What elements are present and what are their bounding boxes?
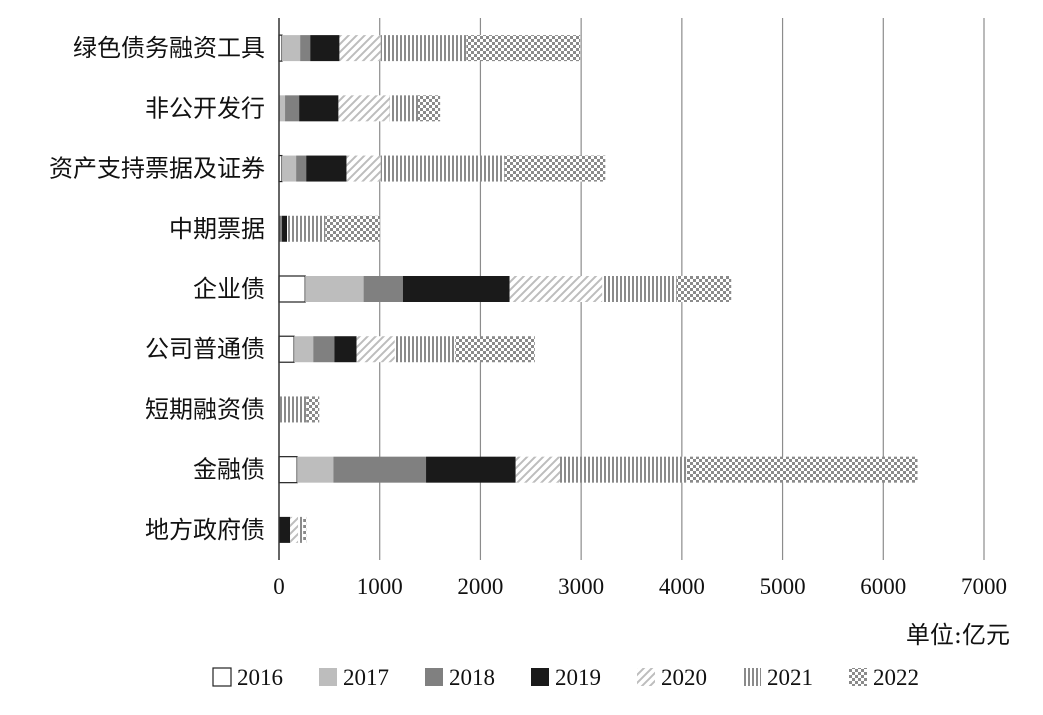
legend-label: 2017 [343,665,389,690]
category-label: 资产支持票据及证券 [49,155,265,183]
bar-segment [279,516,291,543]
x-tick-label: 5000 [760,574,806,599]
bar-segment [306,155,347,182]
legend-label: 2016 [237,665,283,690]
legend-swatch [531,668,549,686]
category-label: 非公开发行 [145,94,265,122]
category-label: 绿色债务融资工具 [73,34,265,62]
legend-label: 2020 [661,665,707,690]
bar-segment [300,35,311,62]
category-label: 金融债 [193,456,265,484]
bar-segment [466,35,581,62]
legend-swatch [319,668,337,686]
bar-segment [339,35,381,62]
bar-segment [455,336,535,363]
bar-segment [417,95,441,122]
bar-segment [559,456,687,483]
legend-label: 2018 [449,665,495,690]
bar-segment [356,336,395,363]
bar-segment [676,276,732,302]
x-tick-label: 4000 [659,574,705,599]
category-label: 公司普通债 [145,335,265,363]
bar-segment [299,95,339,122]
category-label: 中期票据 [169,215,265,243]
bar-segment [363,276,403,302]
legend-label: 2019 [555,665,601,690]
legend: 2016 2017 2018 2019 2020 2021 2022 [212,665,919,690]
bar-segment [334,336,357,363]
bars-layer [278,34,918,543]
bar-segment [282,215,288,242]
x-tick-label: 2000 [457,574,503,599]
bar-segment [515,456,560,483]
bar-segment [278,275,306,303]
bar-segment [313,336,335,363]
category-label: 地方政府债 [145,516,265,544]
x-tick-label: 0 [273,574,285,599]
x-tick-label: 3000 [558,574,604,599]
bar-segment [285,95,300,122]
bar-segment [297,456,334,483]
bar-segment [306,396,320,423]
axis-layer: 0 1000 2000 3000 4000 5000 6000 7000 绿色债务融资工具非公开… [49,18,1007,599]
bar-segment [294,336,314,363]
legend-swatch [849,668,867,686]
bar-segment [504,155,606,182]
bar-segment [303,516,307,543]
bar-segment [389,95,418,122]
bar-segment [279,396,307,423]
x-tick-label: 6000 [860,574,906,599]
x-tick-label: 1000 [357,574,403,599]
category-label: 企业债 [193,275,265,303]
bar-segment [282,155,297,182]
legend-swatch [637,668,655,686]
bar-segment [278,335,295,363]
bar-segment [402,276,510,302]
legend-swatch [425,668,443,686]
bar-segment [394,336,456,363]
bar-segment [325,215,380,242]
unit-label: 单位:亿元 [906,621,1010,649]
bar-segment [686,456,918,483]
bar-segment [346,155,381,182]
legend-label: 2021 [767,665,813,690]
bar-segment [602,276,677,302]
legend-swatch [212,667,232,687]
bar-segment [338,95,390,122]
bar-segment [279,95,286,122]
x-tick-label: 7000 [961,574,1007,599]
bar-segment [282,35,301,62]
bar-segment [380,155,505,182]
bar-segment [279,215,283,242]
bar-segment [298,516,304,543]
bar-segment [305,276,364,302]
bar-segment [380,35,467,62]
bar-segment [509,276,603,302]
bar-segment [333,456,427,483]
legend-swatch [743,668,761,686]
bar-segment [278,456,298,484]
bar-segment [426,456,516,483]
bar-segment [296,155,307,182]
bar-segment [310,35,340,62]
bar-segment [287,215,326,242]
legend-label: 2022 [873,665,919,690]
category-label: 短期融资债 [145,395,265,423]
bar-segment [290,516,299,543]
